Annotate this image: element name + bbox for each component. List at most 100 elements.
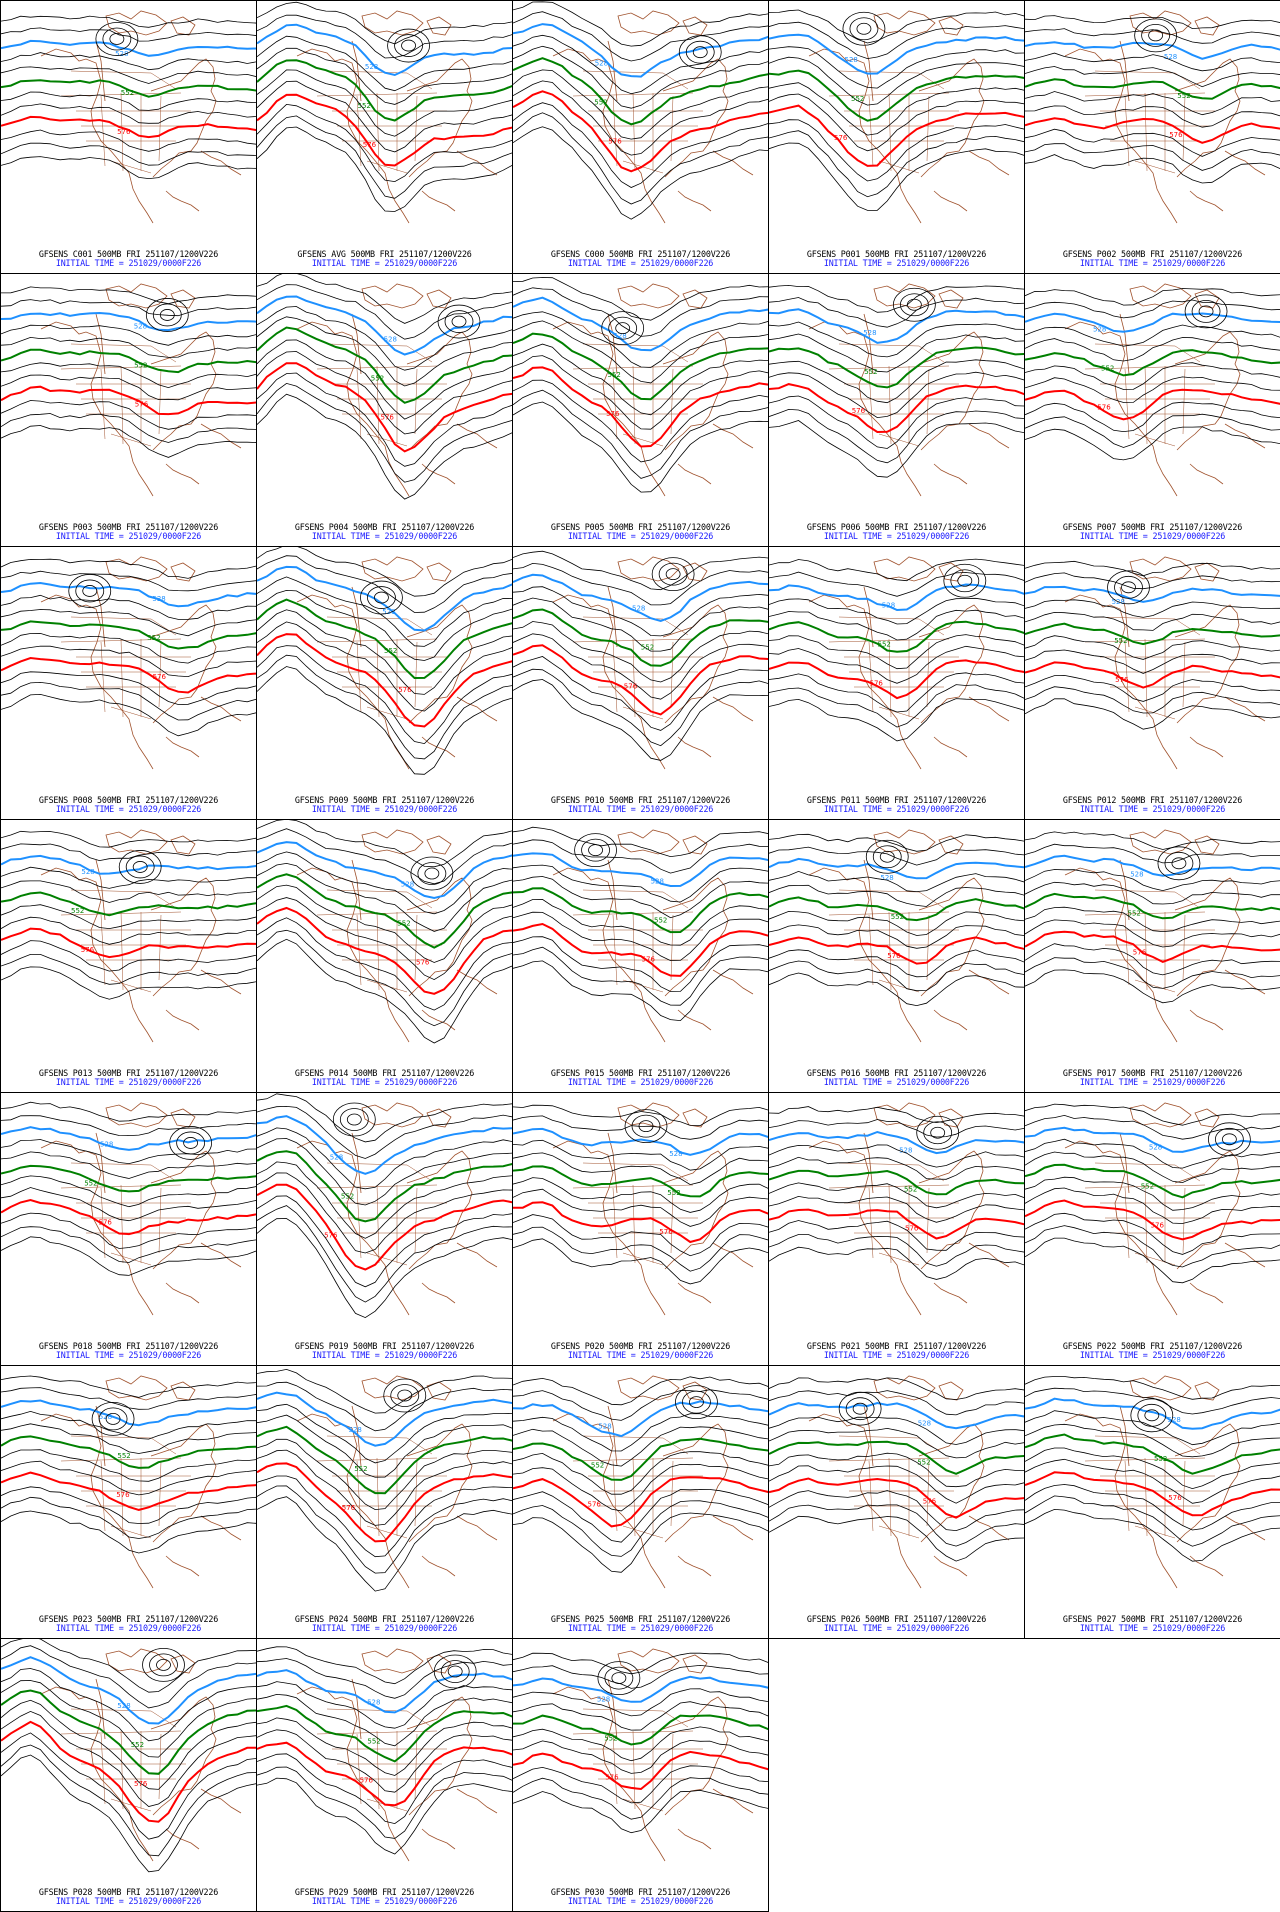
closed-contour [957, 574, 973, 587]
contour-line [1, 142, 256, 166]
contour-line [1, 91, 256, 111]
contour-label-red: 576 [153, 673, 167, 681]
map-icon: 528 552 576 [1025, 1102, 1280, 1316]
panel-caption-title: GFSENS P026 500MB FRI 251107/1200V226 [806, 1614, 987, 1624]
height-contour-layer: 528 552 576 [257, 547, 512, 775]
contour-line [769, 1504, 1024, 1547]
contour-528 [257, 295, 512, 356]
contour-line [513, 550, 768, 591]
panel-caption-title: GFSENS C000 500MB FRI 251107/1200V226 [550, 249, 731, 259]
contour-552 [257, 873, 512, 949]
closed-contour [845, 1397, 875, 1421]
contour-576 [1025, 930, 1280, 963]
contour-line [769, 1416, 1024, 1445]
closed-contour [581, 838, 610, 862]
ensemble-panel: 528 552 576 GFSENS P029 500MB FRI 251107/12… [256, 1638, 513, 1912]
contour-576 [257, 1183, 512, 1271]
contour-528 [769, 583, 1024, 612]
contour-label-green: 552 [354, 1465, 367, 1473]
contour-576 [1025, 388, 1280, 421]
contour-line [769, 1490, 1024, 1532]
contour-line [1025, 1495, 1280, 1547]
contour-line [1025, 869, 1280, 892]
contour-line [513, 1451, 768, 1495]
contour-576 [257, 1462, 512, 1543]
contour-line [769, 395, 1024, 449]
contour-552 [513, 332, 768, 401]
height-contour-layer: 528 552 576 [257, 1368, 512, 1592]
panel-caption-initial-time: INITIAL TIME = 251029/0000F226 [1079, 1077, 1226, 1087]
closed-contour [879, 850, 895, 863]
closed-contour [387, 28, 430, 63]
contour-line [1025, 698, 1280, 730]
contour-label-red: 576 [834, 134, 848, 142]
contour-label-red: 576 [588, 1501, 602, 1509]
contour-line [513, 389, 768, 479]
contour-528 [1025, 312, 1280, 333]
contour-line [1025, 401, 1280, 433]
ensemble-panel: 528 552 576 GFSENS P009 500MB FRI 251107/12… [256, 546, 513, 820]
contour-label-red: 576 [659, 1228, 673, 1236]
closed-contour [685, 40, 715, 64]
closed-contour [1171, 857, 1187, 870]
ensemble-panel: 528 552 576 GFSENS P013 500MB FRI 251107/12… [0, 819, 257, 1093]
contour-label-green: 552 [1101, 365, 1114, 373]
closed-contour [1198, 305, 1214, 318]
closed-contour [360, 580, 403, 615]
closed-contour [1114, 575, 1143, 599]
contour-label-green: 552 [1154, 1455, 1167, 1463]
contour-line [257, 80, 512, 153]
closed-contour [451, 315, 467, 328]
closed-contour [152, 303, 182, 327]
ensemble-panel: 528 552 576 GFSENS P028 500MB FRI 251107/12… [0, 1638, 257, 1912]
contour-label-green: 552 [397, 920, 410, 928]
contour-line [1, 570, 256, 592]
contour-line [1, 645, 256, 678]
contour-552 [1025, 622, 1280, 646]
panel-caption-initial-time: INITIAL TIME = 251029/0000F226 [311, 531, 458, 541]
contour-line [513, 1652, 768, 1675]
closed-contour [675, 1385, 718, 1420]
contour-552 [769, 1440, 1024, 1475]
contour-label-blue: 528 [1168, 1416, 1181, 1424]
closed-contour [865, 839, 909, 874]
contour-line [1, 916, 256, 945]
panel-caption-initial-time: INITIAL TIME = 251029/0000F226 [1079, 804, 1226, 814]
contour-line [1, 594, 256, 620]
contour-label-blue: 528 [100, 1140, 113, 1148]
closed-contour [1221, 1133, 1237, 1146]
contour-line [1025, 376, 1280, 403]
contour-line [513, 936, 768, 992]
coastline-layer [808, 829, 1010, 1043]
contour-line [257, 828, 512, 885]
closed-contour [410, 856, 454, 891]
closed-contour [68, 574, 112, 608]
contour-576 [1025, 1199, 1280, 1241]
contour-528 [513, 573, 768, 623]
closed-contour [339, 1108, 369, 1131]
contour-line [257, 284, 512, 340]
contour-line [1, 693, 256, 737]
closed-contour [852, 1402, 868, 1415]
contour-line [769, 46, 1024, 89]
contour-line [257, 1681, 512, 1729]
contour-line [1, 336, 256, 358]
closed-contour [91, 1402, 135, 1436]
contour-line [1025, 28, 1280, 44]
map-icon: 528 552 576 [1, 10, 256, 224]
coastline-layer [808, 1102, 1010, 1316]
panel-caption-title: GFSENS P024 500MB FRI 251107/1200V226 [294, 1614, 475, 1624]
contour-line [1, 1375, 256, 1398]
height-contour-layer: 528 552 576 [769, 284, 1024, 478]
panel-caption-initial-time: INITIAL TIME = 251029/0000F226 [567, 1350, 714, 1360]
contour-line [1025, 1458, 1280, 1504]
contour-line [769, 924, 1024, 949]
contour-576 [1, 927, 256, 959]
closed-contour [856, 22, 872, 35]
contour-line [1025, 957, 1280, 989]
contour-label-green: 552 [851, 95, 864, 103]
contour-line [769, 1156, 1024, 1180]
closed-contour [838, 1391, 882, 1426]
contour-label-red: 576 [606, 410, 620, 418]
contour-552 [513, 57, 768, 126]
